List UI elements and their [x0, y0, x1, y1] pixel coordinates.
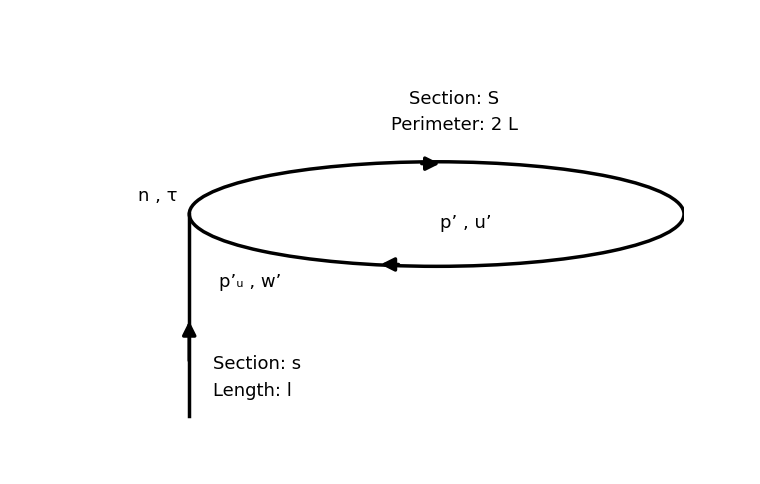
Text: Section: s: Section: s	[213, 355, 301, 373]
Text: Length: l: Length: l	[213, 381, 292, 399]
Text: p’ᵤ , w’: p’ᵤ , w’	[219, 272, 281, 291]
Text: n , τ: n , τ	[138, 187, 177, 205]
Text: Perimeter: 2 L: Perimeter: 2 L	[391, 116, 518, 134]
Text: Section: S: Section: S	[409, 90, 499, 108]
Text: p’ , u’: p’ , u’	[440, 213, 492, 231]
